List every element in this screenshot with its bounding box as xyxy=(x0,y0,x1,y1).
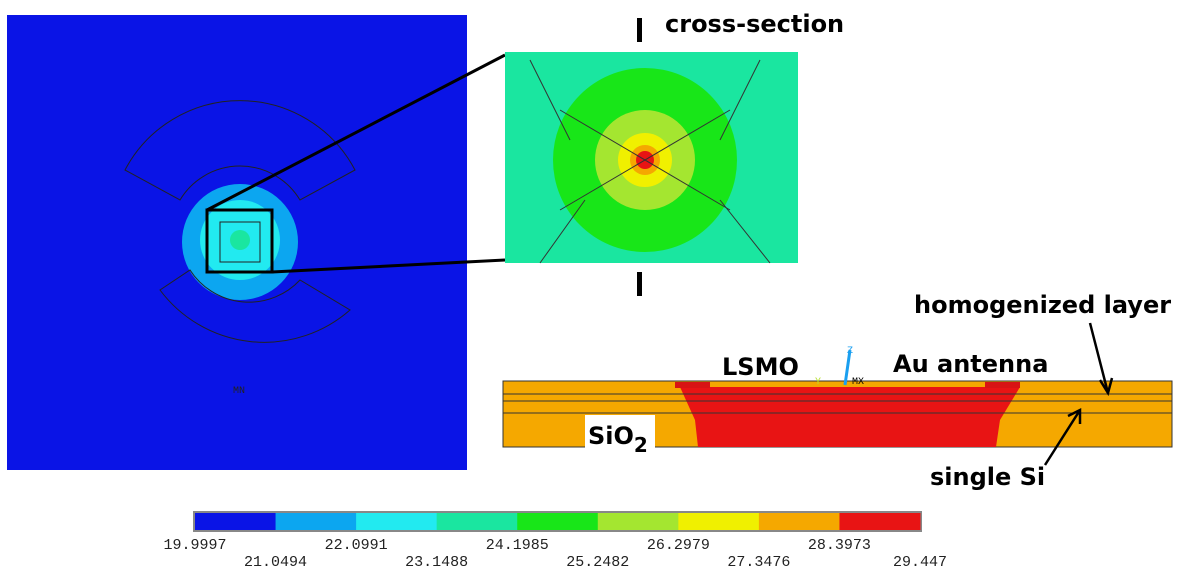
layer-label: LSMO xyxy=(722,353,799,381)
oxide-subscript: 2 xyxy=(634,433,648,457)
colorbar: 19.9997 21.0494 22.0991 23.1488 24.1985 25.24… xyxy=(163,511,947,571)
layer-label: Au antenna xyxy=(893,350,1048,378)
colorbar-tick-label: 29.447 xyxy=(893,554,947,571)
colorbar-tick-label: 23.1488 xyxy=(405,554,468,571)
colorbar-segment xyxy=(839,513,920,530)
section-mark xyxy=(637,272,642,296)
colorbar-tick-label: 22.0991 xyxy=(325,537,388,554)
axis-label: Z xyxy=(847,346,853,357)
colorbar-tick-label: 27.3476 xyxy=(727,554,790,571)
cross-section: Z Y MX LSMO Au antenna homogenized layer… xyxy=(503,291,1172,491)
colorbar-segment xyxy=(195,513,276,530)
zoom-view: cross-section xyxy=(505,10,844,296)
colorbar-segment xyxy=(517,513,598,530)
antenna-pad xyxy=(985,382,1020,388)
section-mark xyxy=(637,18,642,42)
colorbar-tick-label: 21.0494 xyxy=(244,554,307,571)
colorbar-segment xyxy=(356,513,437,530)
axis-label: MX xyxy=(852,377,864,388)
colorbar-segment xyxy=(437,513,518,530)
layer-label: homogenized layer xyxy=(914,291,1171,319)
colorbar-segment xyxy=(598,513,679,530)
plan-view: MN xyxy=(7,15,467,470)
colorbar-tick-label: 26.2979 xyxy=(647,537,710,554)
colorbar-segment xyxy=(678,513,759,530)
colorbar-tick-label: 28.3973 xyxy=(808,537,871,554)
axis-label: Y xyxy=(815,377,821,388)
plan-contour xyxy=(230,230,250,250)
lsmo-region xyxy=(680,387,1020,447)
colorbar-segment xyxy=(276,513,357,530)
figure: MN cross-section Z Y MX LSMO Au antenna … xyxy=(0,0,1199,572)
zoom-label: cross-section xyxy=(665,10,844,38)
colorbar-tick-label: 24.1985 xyxy=(486,537,549,554)
antenna-pad xyxy=(675,382,710,388)
plan-label: MN xyxy=(233,386,245,397)
colorbar-segment xyxy=(759,513,840,530)
oxide: SiO xyxy=(588,422,634,450)
colorbar-tick-label: 25.2482 xyxy=(566,554,629,571)
colorbar-tick-label: 19.9997 xyxy=(163,537,226,554)
layer-label: single Si xyxy=(930,463,1045,491)
